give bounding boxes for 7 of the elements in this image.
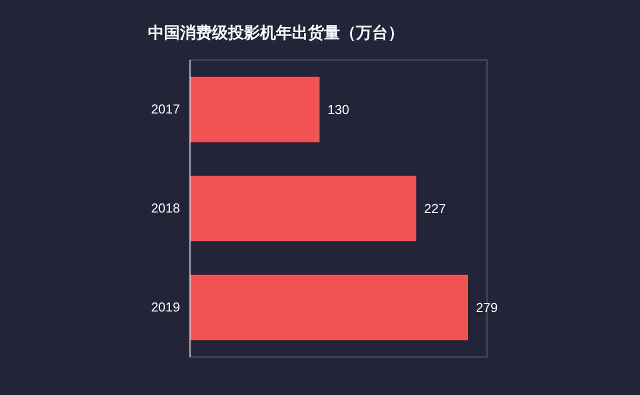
y-tick-label: 2017 bbox=[151, 102, 180, 117]
y-tick-label: 2018 bbox=[151, 200, 180, 216]
data-label: 130 bbox=[328, 102, 350, 118]
chart-title: 中国消费级投影机年出货量（万台） bbox=[148, 23, 404, 42]
data-label: 279 bbox=[476, 300, 498, 316]
y-tick-label: 2019 bbox=[151, 300, 180, 315]
data-label: 227 bbox=[424, 201, 446, 216]
